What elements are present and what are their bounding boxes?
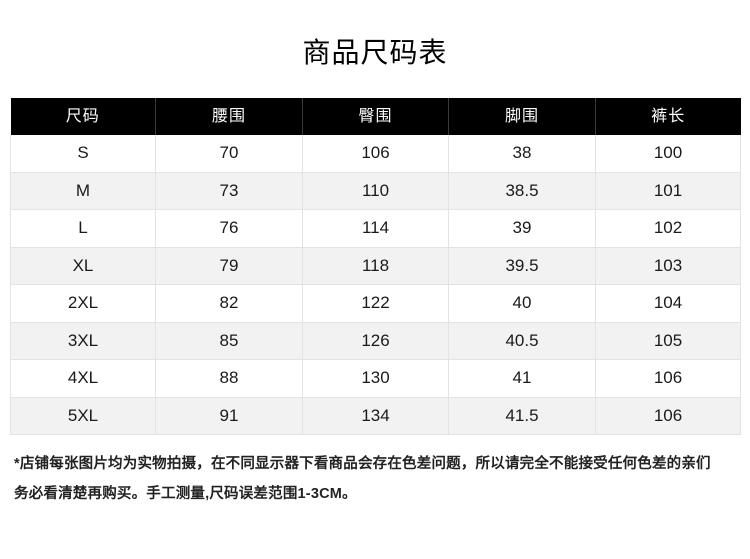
column-header-waist: 腰围 bbox=[155, 98, 303, 135]
footnote: *店铺每张图片均为实物拍摄，在不同显示器下看商品会存在色差问题，所以请完全不能接… bbox=[14, 449, 738, 509]
cell-size: 5XL bbox=[10, 397, 156, 435]
cell-leg: 39 bbox=[448, 209, 596, 248]
cell-hip: 114 bbox=[302, 209, 449, 248]
cell-hip: 122 bbox=[302, 284, 449, 323]
cell-hip: 118 bbox=[302, 247, 449, 285]
column-header-size: 尺码 bbox=[10, 98, 156, 135]
cell-size: 2XL bbox=[10, 284, 156, 323]
cell-size: M bbox=[10, 172, 156, 210]
cell-length: 103 bbox=[595, 247, 741, 285]
size-table-body: S 70 106 38 100 M 73 110 38.5 101 L 76 1… bbox=[10, 135, 741, 435]
cell-length: 102 bbox=[595, 209, 741, 248]
cell-waist: 76 bbox=[155, 209, 303, 248]
cell-size: L bbox=[10, 209, 156, 248]
cell-hip: 106 bbox=[302, 135, 449, 173]
cell-hip: 126 bbox=[302, 322, 449, 360]
cell-leg: 40 bbox=[448, 284, 596, 323]
table-row: 5XL 91 134 41.5 106 bbox=[10, 397, 741, 435]
cell-size: 4XL bbox=[10, 359, 156, 398]
table-row: 4XL 88 130 41 106 bbox=[10, 359, 741, 398]
header-row: 尺码 腰围 臀围 脚围 裤长 bbox=[10, 98, 741, 135]
cell-waist: 73 bbox=[155, 172, 303, 210]
page-title: 商品尺码表 bbox=[302, 37, 448, 68]
table-row: S 70 106 38 100 bbox=[10, 135, 741, 173]
column-header-hip: 臀围 bbox=[302, 98, 449, 135]
cell-hip: 110 bbox=[302, 172, 449, 210]
cell-length: 100 bbox=[595, 135, 741, 173]
cell-leg: 38.5 bbox=[448, 172, 596, 210]
cell-waist: 82 bbox=[155, 284, 303, 323]
table-row: 2XL 82 122 40 104 bbox=[10, 284, 741, 323]
cell-leg: 41.5 bbox=[448, 397, 596, 435]
table-row: 3XL 85 126 40.5 105 bbox=[10, 322, 741, 360]
cell-hip: 134 bbox=[302, 397, 449, 435]
cell-waist: 88 bbox=[155, 359, 303, 398]
footnote-line-2: 务必看清楚再购买。手工测量,尺码误差范围1-3CM。 bbox=[14, 486, 357, 502]
cell-leg: 40.5 bbox=[448, 322, 596, 360]
size-table-header: 尺码 腰围 臀围 脚围 裤长 bbox=[10, 98, 741, 135]
cell-size: XL bbox=[10, 247, 156, 285]
column-header-leg: 脚围 bbox=[448, 98, 596, 135]
size-table-container: 尺码 腰围 臀围 脚围 裤长 S 70 106 38 100 M 73 bbox=[10, 98, 741, 435]
table-row: XL 79 118 39.5 103 bbox=[10, 247, 741, 285]
cell-waist: 91 bbox=[155, 397, 303, 435]
cell-hip: 130 bbox=[302, 359, 449, 398]
footnote-line-1: *店铺每张图片均为实物拍摄，在不同显示器下看商品会存在色差问题，所以请完全不能接… bbox=[14, 456, 711, 472]
size-table: 尺码 腰围 臀围 脚围 裤长 S 70 106 38 100 M 73 bbox=[10, 98, 741, 435]
cell-waist: 70 bbox=[155, 135, 303, 173]
cell-length: 104 bbox=[595, 284, 741, 323]
column-header-length: 裤长 bbox=[595, 98, 741, 135]
cell-waist: 85 bbox=[155, 322, 303, 360]
cell-leg: 41 bbox=[448, 359, 596, 398]
cell-length: 106 bbox=[595, 359, 741, 398]
table-row: M 73 110 38.5 101 bbox=[10, 172, 741, 210]
cell-length: 101 bbox=[595, 172, 741, 210]
cell-leg: 39.5 bbox=[448, 247, 596, 285]
cell-length: 105 bbox=[595, 322, 741, 360]
cell-leg: 38 bbox=[448, 135, 596, 173]
table-row: L 76 114 39 102 bbox=[10, 209, 741, 248]
cell-size: S bbox=[10, 135, 156, 173]
cell-waist: 79 bbox=[155, 247, 303, 285]
cell-length: 106 bbox=[595, 397, 741, 435]
cell-size: 3XL bbox=[10, 322, 156, 360]
